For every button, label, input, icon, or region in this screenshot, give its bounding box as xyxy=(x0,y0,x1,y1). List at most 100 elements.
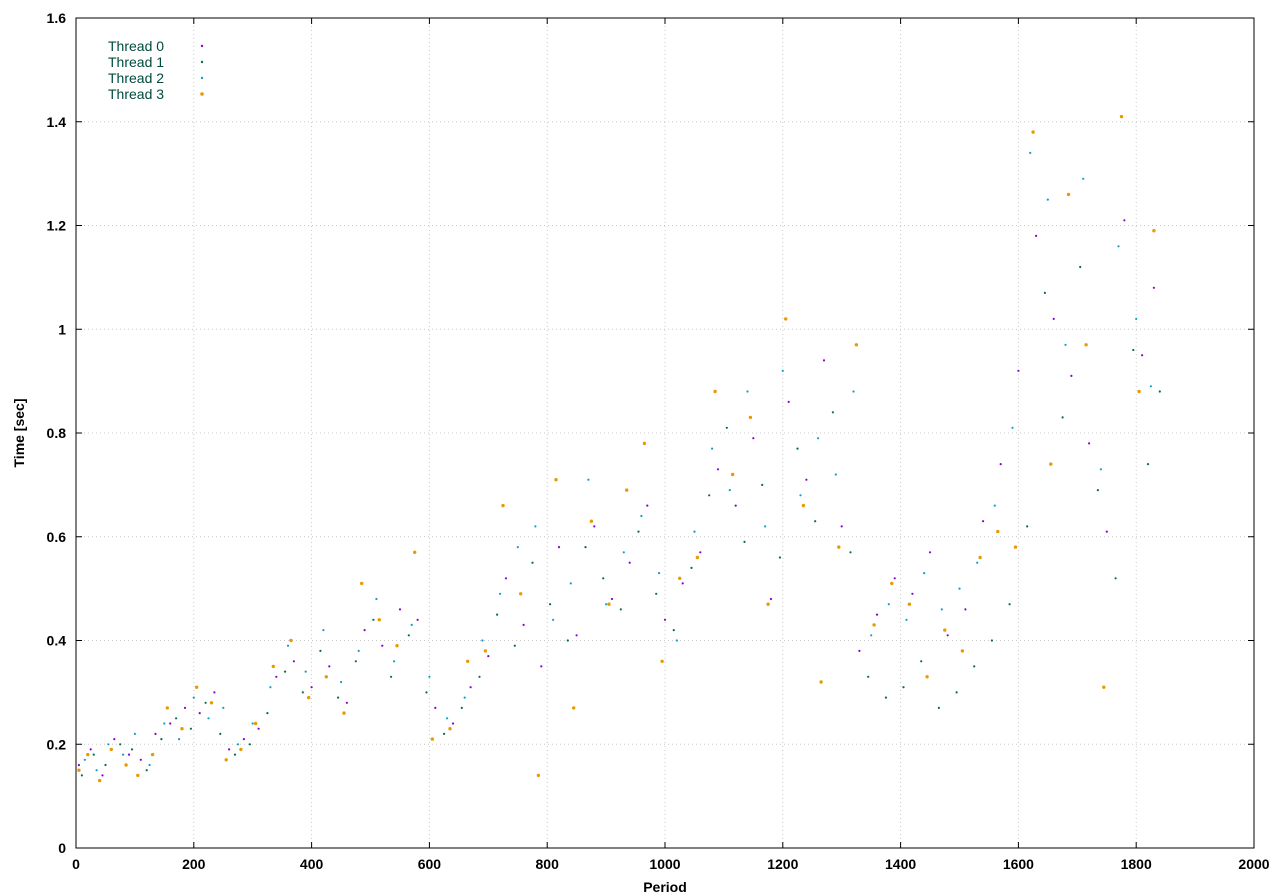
data-point xyxy=(858,649,861,653)
data-point xyxy=(107,743,110,746)
data-point xyxy=(622,551,625,554)
data-point xyxy=(834,473,837,476)
data-point xyxy=(746,390,749,393)
y-tick-label: 1.2 xyxy=(47,218,67,234)
data-point xyxy=(960,649,965,653)
data-point xyxy=(375,597,378,601)
data-point xyxy=(130,748,134,751)
data-point xyxy=(867,675,870,678)
data-point xyxy=(536,773,541,778)
data-point xyxy=(207,717,210,720)
data-point xyxy=(1158,390,1161,393)
series-1 xyxy=(80,265,1161,777)
data-point xyxy=(993,504,996,507)
data-point xyxy=(589,519,594,523)
data-point xyxy=(284,670,287,673)
data-point xyxy=(693,530,696,533)
series-2 xyxy=(83,151,1152,772)
data-point xyxy=(251,722,254,725)
data-point xyxy=(271,664,275,669)
legend-label: Thread 2 xyxy=(108,70,164,86)
data-point xyxy=(655,592,658,595)
data-point xyxy=(752,437,755,440)
data-point xyxy=(928,551,932,554)
y-tick-label: 1 xyxy=(58,321,66,337)
data-point xyxy=(923,572,926,575)
data-point xyxy=(122,753,125,756)
data-point xyxy=(584,546,587,549)
data-point xyxy=(946,634,949,637)
data-point xyxy=(204,701,207,704)
data-point xyxy=(113,738,116,741)
data-point xyxy=(646,504,649,507)
data-point xyxy=(725,426,728,429)
data-point xyxy=(734,504,737,507)
data-point xyxy=(390,675,393,678)
data-point xyxy=(569,582,572,585)
data-point xyxy=(1017,369,1020,372)
data-point xyxy=(870,634,873,637)
data-point xyxy=(1084,343,1088,347)
data-point xyxy=(1152,286,1155,289)
data-point xyxy=(572,706,576,710)
data-point xyxy=(310,686,313,689)
data-point xyxy=(549,603,552,606)
data-point xyxy=(324,675,328,679)
data-point xyxy=(127,753,131,756)
data-point xyxy=(566,639,569,642)
data-point xyxy=(831,411,835,414)
data-point xyxy=(817,437,820,440)
legend-label: Thread 3 xyxy=(108,86,164,102)
data-point xyxy=(209,701,214,705)
data-point xyxy=(1035,234,1038,237)
data-point xyxy=(289,638,293,643)
data-point xyxy=(999,463,1002,466)
data-point xyxy=(575,634,578,637)
x-tick-label: 1800 xyxy=(1121,856,1152,872)
x-tick-label: 400 xyxy=(300,856,324,872)
data-point xyxy=(920,660,923,663)
axis-ticks: 0 200 400 600 800 1000 1200 1400 1600 1800 2000 0 0.… xyxy=(47,10,1270,872)
data-point xyxy=(381,644,384,647)
x-tick-label: 600 xyxy=(418,856,442,872)
data-point xyxy=(340,680,343,684)
data-point xyxy=(269,686,272,689)
data-point xyxy=(708,494,711,497)
data-point xyxy=(92,753,95,756)
data-point xyxy=(169,722,172,725)
data-point xyxy=(219,732,222,736)
data-point xyxy=(275,675,278,678)
data-point xyxy=(819,680,823,684)
y-tick-label: 1.6 xyxy=(47,10,67,26)
data-point xyxy=(1114,577,1117,580)
data-point xyxy=(640,514,643,518)
data-point xyxy=(460,706,463,710)
data-point xyxy=(1046,198,1049,201)
data-point xyxy=(163,722,166,725)
data-point xyxy=(1052,317,1055,320)
data-point xyxy=(97,778,102,783)
data-point xyxy=(469,686,472,689)
data-point xyxy=(1152,229,1156,233)
data-point xyxy=(787,400,790,403)
data-point xyxy=(554,478,558,482)
data-point xyxy=(301,691,304,694)
data-point xyxy=(119,743,122,746)
data-point xyxy=(496,613,499,616)
data-point xyxy=(628,561,631,564)
data-point xyxy=(522,623,525,627)
data-point xyxy=(233,753,237,756)
data-point xyxy=(398,608,402,611)
data-point xyxy=(658,572,661,575)
data-point xyxy=(711,447,714,450)
y-tick-label: 0.8 xyxy=(47,425,67,441)
y-axis-title: Time [sec] xyxy=(11,399,27,468)
data-point xyxy=(637,530,640,533)
data-point xyxy=(681,582,684,585)
data-point xyxy=(642,441,647,446)
data-point xyxy=(540,665,543,668)
data-point xyxy=(519,592,523,596)
data-point xyxy=(1146,463,1150,466)
data-point xyxy=(357,649,360,653)
